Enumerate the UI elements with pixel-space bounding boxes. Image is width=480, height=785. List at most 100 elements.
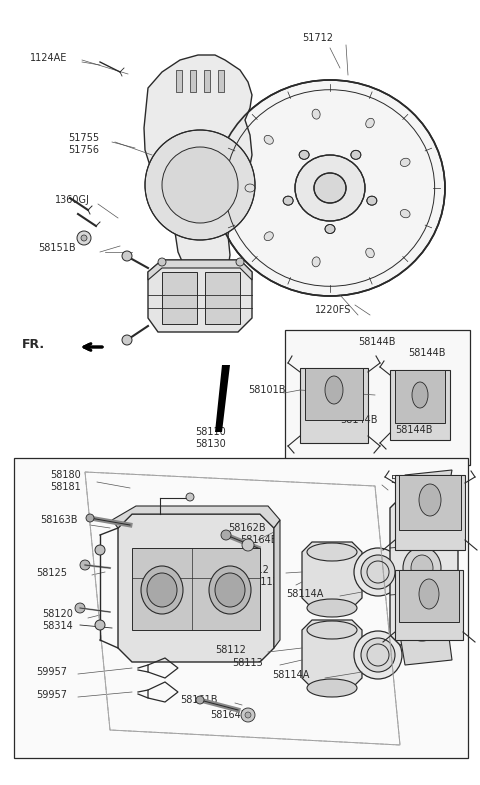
- Circle shape: [81, 235, 87, 241]
- Circle shape: [95, 545, 105, 555]
- Polygon shape: [148, 260, 252, 332]
- Ellipse shape: [312, 257, 320, 267]
- Text: 58163B: 58163B: [40, 515, 77, 525]
- Polygon shape: [118, 514, 274, 662]
- Text: 58144B: 58144B: [408, 348, 445, 358]
- Polygon shape: [395, 570, 463, 640]
- Ellipse shape: [325, 376, 343, 404]
- Polygon shape: [302, 620, 362, 688]
- Polygon shape: [395, 370, 445, 423]
- Polygon shape: [395, 475, 465, 550]
- Ellipse shape: [361, 638, 395, 672]
- Text: 51755: 51755: [68, 133, 99, 143]
- Ellipse shape: [264, 135, 273, 144]
- Bar: [14, 458, 468, 758]
- Bar: [190, 70, 196, 92]
- Ellipse shape: [307, 621, 357, 639]
- Circle shape: [242, 539, 254, 551]
- Ellipse shape: [400, 210, 410, 217]
- Polygon shape: [399, 475, 461, 530]
- Ellipse shape: [400, 159, 410, 166]
- Ellipse shape: [299, 151, 309, 159]
- Bar: [218, 70, 224, 92]
- Text: 58114A: 58114A: [272, 670, 310, 680]
- Ellipse shape: [215, 80, 445, 296]
- Ellipse shape: [295, 155, 365, 221]
- Text: 58144B: 58144B: [358, 337, 396, 347]
- Text: 1220FS: 1220FS: [315, 305, 351, 315]
- Text: 58114A: 58114A: [286, 589, 324, 599]
- Circle shape: [80, 560, 90, 570]
- Polygon shape: [132, 548, 260, 630]
- Ellipse shape: [412, 382, 428, 408]
- Ellipse shape: [283, 196, 293, 205]
- Ellipse shape: [245, 184, 255, 192]
- Circle shape: [186, 493, 194, 501]
- Text: 58112: 58112: [215, 645, 246, 655]
- Text: 58113: 58113: [248, 577, 279, 587]
- Ellipse shape: [419, 484, 441, 516]
- Text: 59957: 59957: [36, 690, 67, 700]
- Text: 59957: 59957: [36, 667, 67, 677]
- Text: 51712: 51712: [302, 33, 333, 43]
- Circle shape: [162, 147, 238, 223]
- Bar: [162, 272, 197, 324]
- Text: 51756: 51756: [68, 145, 99, 155]
- Circle shape: [122, 335, 132, 345]
- Circle shape: [196, 696, 204, 704]
- Bar: [176, 70, 182, 92]
- Text: 58130: 58130: [195, 439, 226, 449]
- Text: 58120: 58120: [42, 609, 73, 619]
- Ellipse shape: [141, 566, 183, 614]
- Ellipse shape: [325, 225, 335, 233]
- Ellipse shape: [411, 607, 433, 633]
- Circle shape: [245, 712, 251, 718]
- Text: 58162B: 58162B: [228, 523, 265, 533]
- Text: 58144B: 58144B: [390, 475, 428, 485]
- Circle shape: [77, 231, 91, 245]
- Text: 58151B: 58151B: [38, 243, 76, 253]
- Ellipse shape: [367, 196, 377, 205]
- Polygon shape: [390, 370, 450, 440]
- Circle shape: [241, 708, 255, 722]
- Text: 58164B: 58164B: [240, 535, 277, 545]
- Ellipse shape: [354, 548, 402, 596]
- Polygon shape: [148, 260, 252, 280]
- Text: 1360GJ: 1360GJ: [55, 195, 90, 205]
- Polygon shape: [144, 55, 252, 282]
- Circle shape: [95, 620, 105, 630]
- Bar: [205, 272, 240, 324]
- Ellipse shape: [361, 555, 395, 589]
- Polygon shape: [302, 542, 362, 608]
- Ellipse shape: [403, 547, 441, 589]
- Polygon shape: [274, 520, 280, 648]
- Ellipse shape: [314, 173, 346, 203]
- Ellipse shape: [366, 119, 374, 128]
- Text: 58161B: 58161B: [180, 695, 217, 705]
- Ellipse shape: [411, 555, 433, 581]
- Text: 58112: 58112: [238, 565, 269, 575]
- Ellipse shape: [307, 679, 357, 697]
- Polygon shape: [400, 630, 452, 665]
- Ellipse shape: [264, 232, 273, 241]
- Ellipse shape: [351, 151, 361, 159]
- Circle shape: [145, 130, 255, 240]
- Circle shape: [221, 530, 231, 540]
- Text: 58110: 58110: [195, 427, 226, 437]
- Polygon shape: [399, 570, 459, 622]
- Ellipse shape: [307, 599, 357, 617]
- Ellipse shape: [366, 248, 374, 257]
- Text: 58113: 58113: [232, 658, 263, 668]
- Circle shape: [122, 251, 132, 261]
- Circle shape: [86, 514, 94, 522]
- Ellipse shape: [419, 579, 439, 609]
- Bar: [285, 330, 470, 465]
- Text: FR.: FR.: [22, 338, 45, 352]
- Polygon shape: [390, 492, 458, 645]
- Bar: [204, 70, 210, 92]
- Polygon shape: [112, 506, 280, 528]
- Text: 1124AE: 1124AE: [30, 53, 67, 63]
- Ellipse shape: [147, 573, 177, 607]
- Ellipse shape: [209, 566, 251, 614]
- Circle shape: [158, 258, 166, 266]
